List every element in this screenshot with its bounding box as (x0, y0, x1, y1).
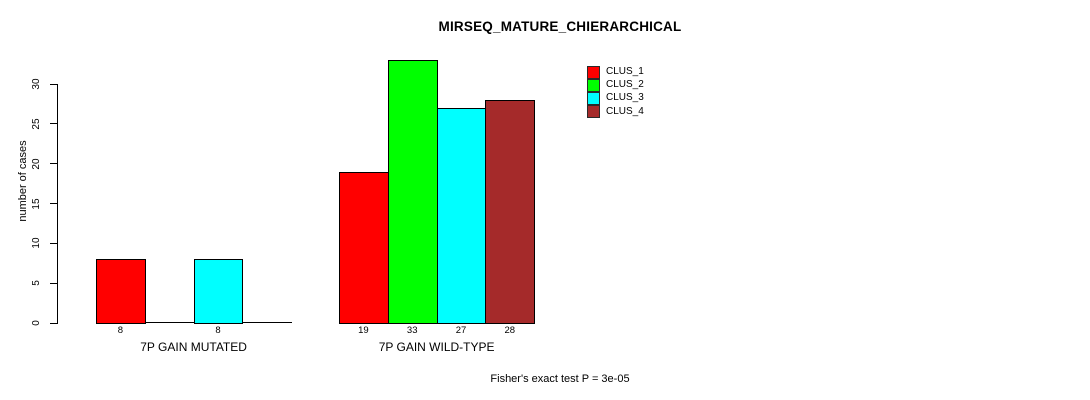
legend-label: CLUS_3 (606, 92, 644, 104)
y-tick-mark (50, 83, 57, 85)
bar-clus_1-1 (96, 259, 146, 324)
bar-clus_3-1 (193, 259, 244, 324)
y-tick-mark (50, 163, 57, 165)
y-tick-mark (50, 322, 57, 324)
bar-clus_1-2 (339, 171, 389, 324)
legend-label: CLUS_1 (606, 66, 644, 78)
legend-item-clus_3: CLUS_3 (587, 91, 644, 105)
y-tick-mark (50, 282, 57, 284)
bar-clus_4-2 (485, 99, 536, 324)
legend: CLUS_1 CLUS_2 CLUS_3 CLUS_4 (587, 65, 644, 119)
y-tick-mark (50, 123, 57, 125)
y-axis-line (57, 84, 58, 324)
x-group-label: 7P GAIN WILD-TYPE (378, 340, 495, 354)
y-tick-label: 30 (31, 78, 42, 90)
legend-swatch-clus_4 (587, 105, 600, 119)
annotation-fisher-test: Fisher's exact test P = 3e-05 (490, 373, 630, 385)
bar-value-label: 19 (358, 325, 369, 336)
legend-item-clus_4: CLUS_4 (587, 105, 644, 119)
x-group-label: 7P GAIN MUTATED (140, 340, 247, 354)
y-tick-label: 5 (31, 280, 42, 286)
bar-value-label: 8 (215, 325, 221, 336)
y-tick-mark (50, 203, 57, 204)
legend-item-clus_1: CLUS_1 (587, 65, 644, 79)
bar-clus_2-2 (387, 60, 438, 324)
bar-clus_3-2 (436, 107, 487, 324)
y-tick-label: 20 (31, 158, 42, 170)
chart-title: MIRSEQ_MATURE_CHIERARCHICAL (438, 19, 682, 34)
y-tick-label: 10 (31, 237, 42, 249)
legend-label: CLUS_4 (606, 105, 644, 117)
y-tick-label: 15 (31, 197, 42, 210)
legend-label: CLUS_2 (606, 79, 644, 91)
y-tick-label: 0 (31, 320, 42, 326)
legend-swatch-clus_1 (587, 65, 600, 79)
y-axis-label: number of cases (17, 140, 29, 222)
legend-item-clus_2: CLUS_2 (587, 78, 644, 92)
legend-swatch-clus_2 (587, 78, 600, 92)
bar-value-label: 27 (455, 325, 467, 336)
bar-value-label: 33 (406, 325, 418, 336)
legend-swatch-clus_3 (587, 91, 600, 105)
bar-value-label: 8 (117, 325, 124, 336)
y-tick-mark (50, 242, 57, 244)
bar-value-label: 28 (504, 325, 516, 336)
y-tick-label: 25 (31, 118, 42, 130)
